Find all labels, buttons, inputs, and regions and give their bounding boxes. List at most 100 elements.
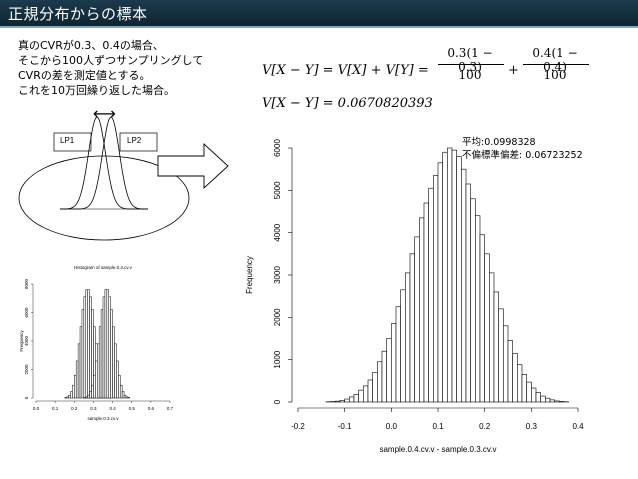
small-histogram-bar (112, 326, 115, 399)
y-tick-label: 4000 (273, 223, 282, 241)
histogram-bar (409, 253, 415, 403)
fraction-2-bar (523, 64, 589, 65)
small-x-tick-label: 0.0 (33, 406, 40, 411)
lp2-normal-curve (60, 116, 148, 210)
fraction-2-numerator: 0.4(1 − 0.4) (532, 46, 578, 74)
histogram-bar (447, 147, 453, 403)
small-histogram-bar (89, 296, 92, 399)
mean-stat: 平均:0.0998328 (462, 137, 536, 148)
small-histogram-bar (123, 394, 127, 399)
histogram-bar (433, 175, 439, 403)
histogram-bar (349, 396, 355, 403)
small-histogram-bar (85, 289, 88, 399)
histogram-bar (531, 387, 537, 403)
description-line-4: これを10万回繰り返した場合。 (18, 84, 175, 97)
small-histogram-bar (108, 296, 111, 399)
fraction-2-denominator: 100 (543, 68, 567, 82)
small-histogram-bar (66, 396, 69, 399)
y-tick-label: 0 (273, 399, 282, 404)
histogram-bar (554, 400, 560, 403)
histogram-bar (414, 236, 420, 403)
histogram-bar (535, 392, 541, 403)
small-x-tick-label: 0.3 (90, 406, 97, 411)
small-histogram-bar (87, 289, 90, 399)
x-tick-label: 0.4 (572, 422, 584, 431)
small-x-tick-label: 0.4 (109, 406, 116, 411)
lp1-label: LP1 (60, 136, 75, 145)
histogram-bar (521, 374, 527, 403)
histogram-bar (339, 400, 345, 403)
small-histogram-bar (104, 289, 108, 399)
histogram-bar (465, 183, 471, 403)
small-histogram-bar (77, 343, 81, 399)
small-y-tick-label: 6000 (24, 307, 29, 318)
histogram-bar (428, 187, 434, 403)
small-x-tick-label: 0.2 (71, 406, 78, 411)
histogram-bar (335, 400, 341, 403)
small-histogram-bar (91, 309, 94, 399)
small-x-tick-label: 0.5 (129, 406, 136, 411)
small-histogram-bar (125, 396, 129, 399)
x-tick-label: 0.3 (526, 422, 538, 431)
description-line-1: 真のCVRが0.3、0.4の場合、 (18, 39, 164, 52)
double-arrow-icon: ⟷ (93, 104, 116, 123)
small-histogram-bar (68, 394, 71, 399)
small-histogram-bar (114, 343, 117, 399)
variance-result: V[X − Y] = 0.0670820393 (262, 96, 433, 111)
histogram-bar (479, 234, 485, 403)
small-histogram-bar (89, 391, 92, 399)
small-histogram-bar (116, 360, 119, 399)
small-histogram-bar (70, 391, 73, 399)
histogram-bar (451, 149, 457, 403)
lp1-normal-curve (60, 116, 148, 210)
description-line-3: CVRの差を測定値とする。 (18, 69, 151, 82)
description-line-2: そこから100人ずつサンプリングして (18, 54, 204, 67)
lp2-label: LP2 (127, 136, 142, 145)
histogram-bar (549, 399, 555, 403)
histogram-bar (512, 353, 518, 403)
small-histogram-bar (118, 374, 121, 399)
small-histogram-bar (81, 309, 85, 399)
small-x-axis-label: sample.0.3.cv.v (88, 416, 120, 421)
histogram-bar (358, 389, 364, 403)
x-tick-label: 0.1 (432, 422, 444, 431)
histogram-bar (517, 364, 523, 403)
small-histogram-bar (75, 360, 79, 399)
histogram-bar (400, 289, 406, 403)
histogram-bar (405, 272, 411, 403)
fraction-1-numerator: 0.3(1 − 0.3) (447, 46, 493, 74)
histogram-bar (493, 291, 499, 403)
small-histogram-bar (121, 391, 125, 399)
small-histogram-bar (79, 326, 83, 399)
sample-ellipse (18, 155, 190, 241)
page-title: 正規分布からの標本 (8, 5, 148, 23)
histogram-bar (372, 372, 378, 403)
fraction-1-denominator: 100 (458, 68, 482, 82)
histogram-bar (475, 215, 481, 403)
histogram-bar (367, 379, 373, 403)
y-tick-label: 3000 (273, 266, 282, 284)
small-histogram-bar (100, 309, 104, 399)
x-tick-label: -0.1 (338, 422, 352, 431)
small-x-tick-label: 0.1 (52, 406, 59, 411)
histogram-bar (489, 272, 495, 403)
histogram-bar (363, 385, 369, 403)
y-tick-label: 1000 (273, 350, 282, 368)
small-histogram-bar (87, 394, 90, 399)
small-y-tick-label: 0 (24, 396, 29, 399)
small-histogram-bar (93, 374, 96, 399)
y-tick-label: 6000 (273, 139, 282, 157)
x-axis-label: sample.0.4.cv.v - sample.0.3.cv.v (379, 445, 496, 454)
histogram-bar (484, 253, 490, 403)
small-histogram-bar (91, 384, 94, 399)
histogram-bar (386, 338, 392, 403)
small-histogram-bar (97, 343, 100, 399)
histogram-bar (545, 397, 551, 403)
x-tick-label: -0.2 (291, 422, 305, 431)
x-tick-label: 0.0 (386, 422, 398, 431)
histogram-bar (344, 398, 350, 403)
small-histogram: Histogram of sample.0.4.cv.v 0.0 0.1 0.2 0.3… (19, 265, 174, 421)
y-axis-label: Frequency (245, 256, 254, 294)
y-tick-label: 5000 (273, 181, 282, 199)
